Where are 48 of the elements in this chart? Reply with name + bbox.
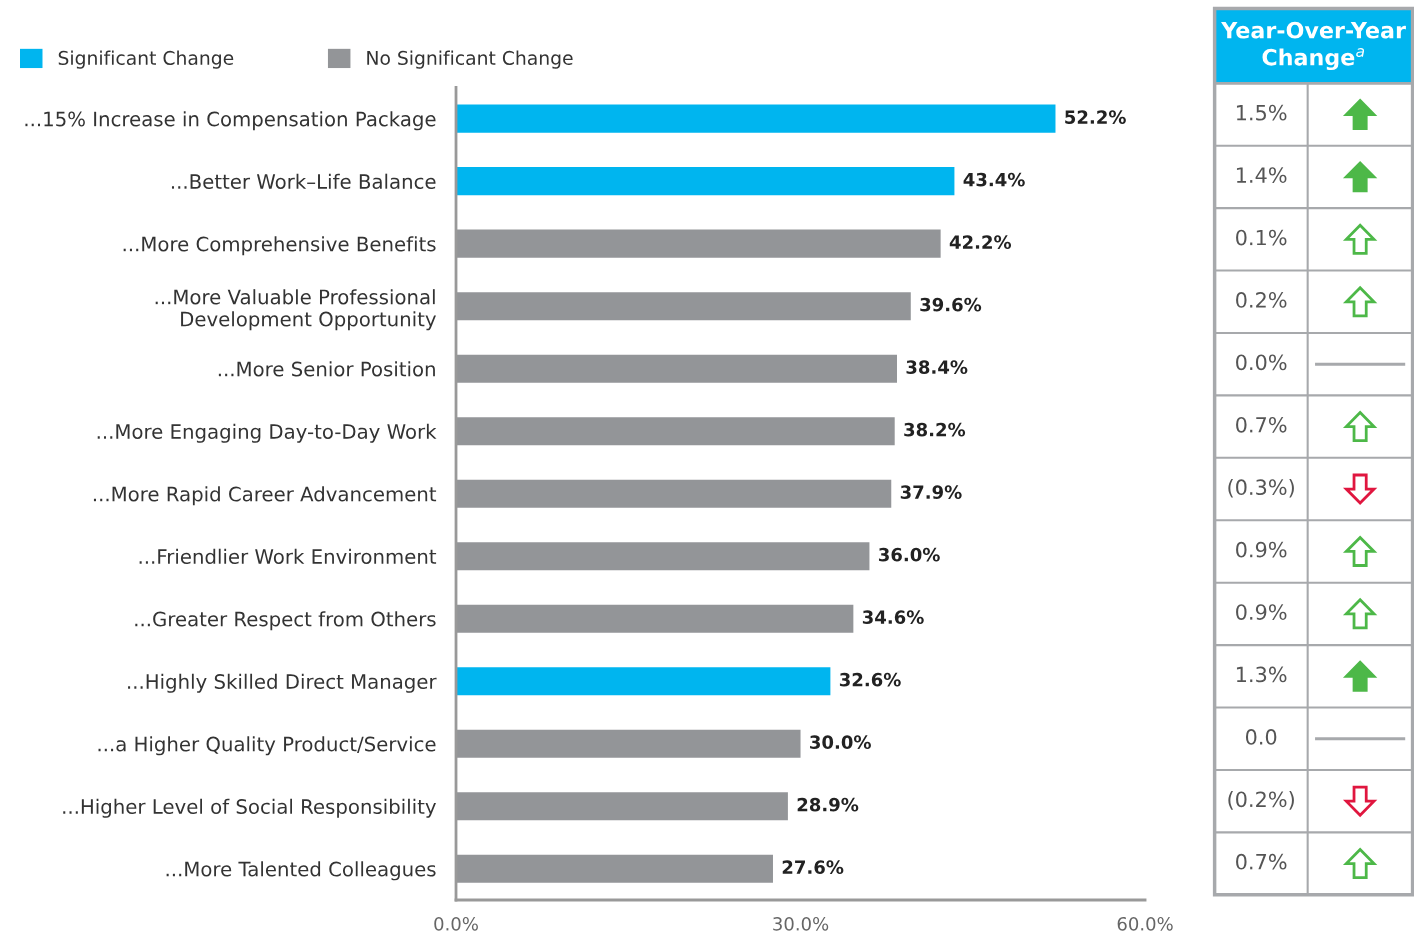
data-label: 0.7% — [1236, 853, 1287, 870]
data-label: 0.9% — [1236, 541, 1287, 558]
bar — [456, 667, 831, 696]
data-label: 32.6% — [839, 672, 901, 687]
y-tick-label: ...More Rapid Career Advancement — [93, 486, 437, 506]
y-tick-label: ...More Talented Colleagues — [166, 861, 436, 881]
data-label: 38.4% — [906, 360, 968, 374]
y-tick-label: ...Higher Level of Social Responsibility — [63, 798, 436, 818]
bar — [456, 167, 955, 196]
y-tick-label: ...More Comprehensive Benefits — [123, 236, 436, 256]
data-label: 0.0% — [1236, 354, 1287, 371]
data-label: 39.6% — [920, 297, 982, 312]
y-tick-label: ...More Valuable Professional Development Opportunity — [155, 289, 436, 331]
data-label: 1.5% — [1236, 104, 1287, 121]
bar — [456, 104, 1056, 133]
data-label: 0.7% — [1236, 416, 1287, 433]
y-tick-label: ...More Engaging Day-to-Day Work — [97, 423, 437, 443]
y-tick-label: ...Highly Skilled Direct Manager — [128, 673, 437, 693]
text: Year-Over-Year Change$^{a}$ — [1221, 21, 1406, 71]
data-label: 1.3% — [1236, 666, 1287, 683]
data-label: 0.9% — [1236, 604, 1287, 620]
y-tick-label: ...More Senior Position — [218, 361, 435, 377]
y-tick-label: ...15% Increase in Compensation Package — [25, 111, 436, 131]
legend-label: No Significant Change — [367, 50, 573, 69]
data-label: 37.9% — [900, 485, 962, 499]
data-label: 34.6% — [862, 610, 924, 624]
data-label: 0.0 — [1245, 729, 1277, 745]
data-label: 27.6% — [782, 860, 844, 874]
data-label: 0.2% — [1236, 292, 1287, 308]
data-label: 36.0% — [878, 547, 940, 562]
legend-label: Significant Change — [58, 50, 234, 69]
data-label: 43.4% — [963, 172, 1025, 187]
y-tick-label: ...Better Work–Life Balance — [171, 173, 436, 189]
data-label: 28.9% — [797, 797, 859, 812]
y-tick-label: ...Friendlier Work Environment — [139, 548, 437, 564]
y-tick-label: ...Greater Respect from Others — [135, 611, 436, 631]
x-tick-label: 0.0% — [434, 916, 478, 931]
data-label: 42.2% — [949, 235, 1012, 249]
data-label: 38.2% — [904, 422, 966, 437]
y-tick-label: ...a Higher Quality Product/Service — [98, 736, 436, 756]
data-label: (0.2%) — [1228, 791, 1294, 810]
data-label: 1.4% — [1236, 167, 1287, 183]
data-label: 30.0% — [810, 735, 871, 749]
x-tick-label: 30.0% — [773, 916, 829, 931]
data-label: (0.3%) — [1228, 478, 1294, 498]
data-label: 52.2% — [1065, 110, 1126, 124]
x-tick-label: 60.0% — [1117, 916, 1173, 931]
data-label: 0.1% — [1236, 229, 1287, 246]
